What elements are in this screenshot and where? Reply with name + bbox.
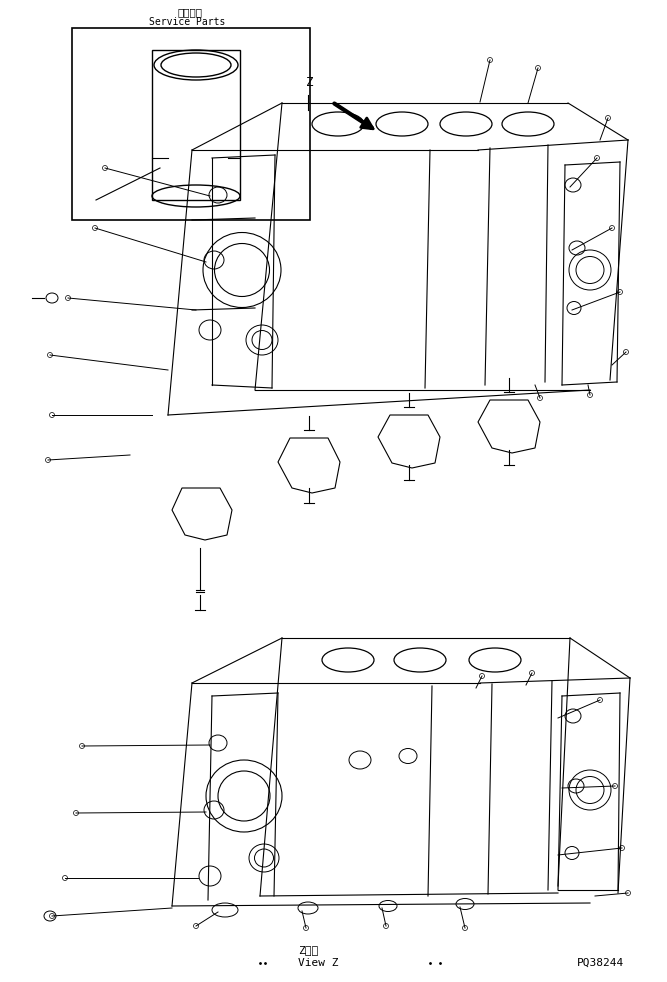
Text: Z　視: Z 視 (298, 945, 318, 955)
Bar (72, 28, 310, 220)
Text: 補給専用: 補給専用 (177, 7, 203, 17)
Text: View Z: View Z (298, 958, 338, 968)
Bar (152, 50, 240, 200)
Text: Service Parts: Service Parts (149, 17, 225, 27)
Text: PQ38244: PQ38244 (576, 958, 624, 968)
Text: Z: Z (306, 76, 313, 88)
